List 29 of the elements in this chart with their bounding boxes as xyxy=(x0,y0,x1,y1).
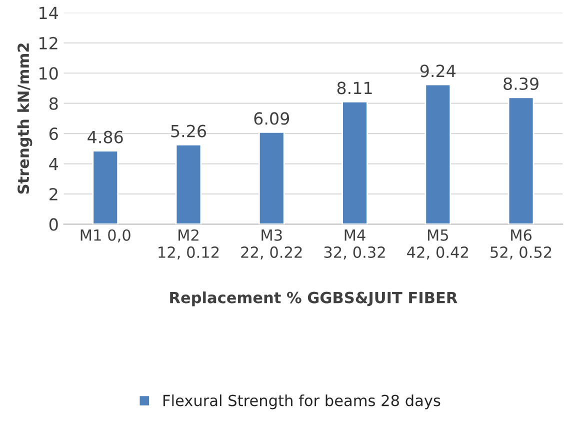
x-axis-title: Replacement % GGBS&JUIT FIBER xyxy=(170,292,458,306)
y-tick-label: 2 xyxy=(50,188,58,200)
bar xyxy=(342,100,368,224)
x-tick-label: M4 32, 0.32 xyxy=(324,230,385,260)
y-tick-label: 10 xyxy=(40,67,58,80)
data-label: 5.26 xyxy=(171,124,206,138)
y-tick-label: 8 xyxy=(49,97,58,110)
y-tick-label: 4 xyxy=(49,158,58,170)
y-tick-label: 12 xyxy=(40,36,58,50)
bar xyxy=(258,131,285,224)
data-label: 8.39 xyxy=(504,77,538,90)
x-tick-label: M3 22, 0.22 xyxy=(241,229,302,260)
legend-label: Flexural Strength for beams 28 days xyxy=(163,394,440,410)
x-tick-label: M2 12, 0.12 xyxy=(158,229,219,260)
y-tick-label: 14 xyxy=(40,6,58,20)
data-label: 4.86 xyxy=(88,130,123,144)
data-label: 9.24 xyxy=(420,64,456,78)
y-axis-title: Strength kN/mm2 xyxy=(17,44,32,194)
data-label: 6.09 xyxy=(254,112,290,125)
x-tick-label: M5 42, 0.42 xyxy=(407,230,468,260)
y-tick-label: 0 xyxy=(49,218,58,231)
bar xyxy=(424,84,452,224)
bar xyxy=(92,150,119,224)
data-label: 8.11 xyxy=(337,82,372,94)
x-tick-label: M1 0,0 xyxy=(80,229,130,242)
x-tick-label: M6 52, 0.52 xyxy=(490,229,552,260)
bar xyxy=(508,96,534,224)
y-tick-label: 6 xyxy=(50,128,58,140)
bar xyxy=(175,144,202,224)
